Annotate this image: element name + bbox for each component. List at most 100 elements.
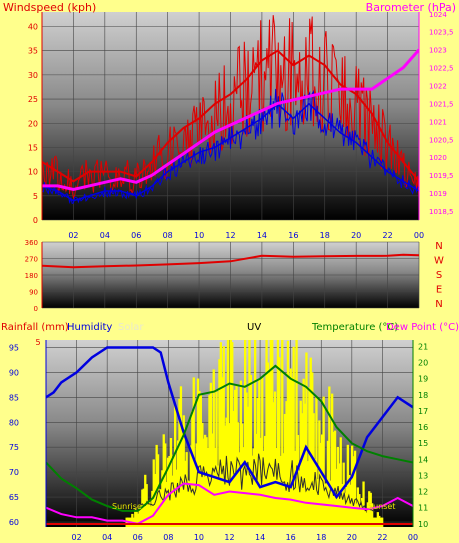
solar-bar [221,377,224,527]
solar-bar [202,438,205,527]
solar-bar [271,340,274,527]
humidity-y-tick-label: 85 [9,393,19,402]
solar-bar [155,444,158,527]
humidity-x-tick-label: 00 [408,533,418,542]
solar-bar [293,450,297,527]
baro-y-tick-label: 1023 [429,47,447,55]
solar-bar [241,423,244,527]
solar-bar [175,469,178,527]
humidity-y-tick-label: 70 [9,468,19,477]
solar-bar [261,377,264,527]
humidity-x-tick-label: 14 [255,533,265,542]
wind-gust-noise [42,15,419,205]
humidity-x-tick-label: 16 [286,533,296,542]
solar-bar [266,362,270,527]
solar-bar [372,517,375,527]
sunset-label: Sunset [368,502,395,511]
solar-bar [142,488,145,527]
baro-y-tick-label: 1018,5 [429,208,454,216]
solar-bar [339,437,342,527]
humidity-y-tick-label: 90 [9,368,19,377]
solar-bar [309,357,312,527]
solar-bar [196,378,200,527]
solar-bar [311,372,314,527]
solar-bar [231,342,234,527]
solar-bar [181,430,184,527]
wind-average-series [42,102,419,202]
solar-bar [235,384,238,527]
solar-bar [371,503,374,527]
solar-bar [208,395,211,527]
legend-item: Solar [118,322,144,333]
temp-y-tick-label: 10 [418,520,428,529]
solar-bar [185,452,188,527]
solar-bar [381,517,384,527]
humidity-y-tick-labels: 60 65 70 75 80 85 90 95 [9,343,19,527]
solar-bar [234,389,237,527]
solar-bar [305,352,308,527]
solar-bar [264,435,267,527]
solar-bar [285,401,288,527]
solar-bar [332,431,335,527]
direction-y-tick-label: 0 [34,305,38,313]
legend-item: UV [247,322,261,333]
solar-bar [209,382,212,527]
wind-y-tick-label: 20 [28,119,38,128]
humidity-x-tick-label: 12 [224,533,234,542]
humidity-x-tick-label: 04 [102,533,112,542]
solar-bar [298,470,301,527]
legend-item: Rainfall (mm) [1,322,69,333]
direction-y-tick-label: 180 [25,272,38,280]
compass-label: N [435,241,442,252]
wind-x-tick-label: 12 [225,231,235,240]
humidity-x-tick-label: 06 [133,533,143,542]
solar-bar [232,411,235,527]
baro-axis-title: Barometer (hPa) [366,1,456,14]
solar-bar [228,423,231,527]
solar-bar [352,456,355,527]
solar-bar [329,480,332,527]
solar-bar [322,396,325,527]
baro-y-tick-label: 1020 [429,154,447,162]
temp-y-tick-label: 14 [418,455,428,464]
solar-bar [166,457,170,527]
wind-y-tick-label: 5 [33,192,38,201]
solar-bar [358,494,361,527]
wind-y-tick-label: 40 [28,23,38,32]
solar-bar [239,380,242,527]
solar-bar [188,481,191,527]
wind-x-tick-label: 02 [68,231,78,240]
solar-bar [206,448,210,527]
solar-bar [164,443,167,527]
solar-bar [189,445,192,527]
temp-y-tick-label: 11 [418,504,428,513]
wind-x-tick-label: 08 [163,231,173,240]
temp-y-tick-label: 13 [418,471,428,480]
solar-bar [226,340,230,527]
solar-bar [159,489,163,527]
humidity-temp-panel: 5 Sunrise Sunset Rainfall (mm)Humidity So… [1,322,459,542]
solar-bar [144,474,147,527]
solar-bar [359,505,362,527]
solar-bar [251,455,254,527]
solar-bar [292,346,295,527]
wind-x-tick-label: 10 [194,231,204,240]
solar-bar [282,453,285,527]
wind-speed-series [42,49,419,183]
humidity-x-tick-labels: 02 04 06 08 10 12 14 16 18 20 22 00 [71,533,418,542]
solar-bar [244,340,247,527]
solar-bar [308,387,311,527]
wind-x-tick-label: 14 [257,231,267,240]
wind-y-tick-label: 0 [33,216,38,225]
solar-bar [216,465,220,527]
solar-bar [145,484,148,527]
wind-x-tick-label: 04 [100,231,110,240]
humidity-x-tick-label: 02 [71,533,81,542]
solar-bar [288,379,291,527]
legend-item: Temperature (°C) [311,322,398,333]
legend-item: Humidity [67,322,112,333]
humidity-y-tick-label: 65 [9,493,19,502]
baro-y-tick-label: 1023,5 [429,29,454,37]
solar-bar [214,447,217,527]
